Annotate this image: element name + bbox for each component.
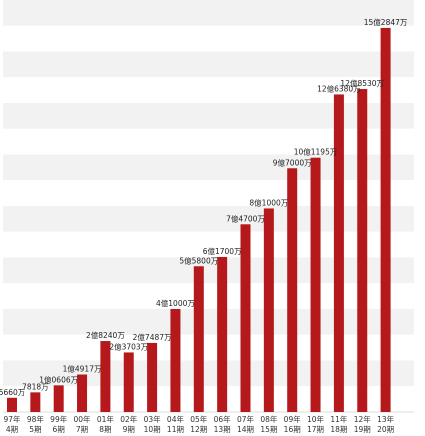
x-tick-labels: 97年4期98年5期99年6期00年7期01年8期02年9期03年10期04年1…	[3, 414, 394, 434]
bar	[357, 89, 368, 413]
bar	[147, 342, 158, 412]
x-tick-label: 7期	[76, 425, 88, 434]
x-tick-label: 8期	[99, 425, 111, 434]
x-tick-label: 98年	[27, 414, 45, 424]
x-tick-label: 19期	[354, 425, 371, 434]
grid-band	[3, 103, 414, 129]
bar	[380, 27, 391, 413]
grid-band	[3, 206, 414, 232]
data-label: 7818万	[22, 382, 49, 391]
x-tick-label: 15期	[260, 425, 277, 434]
bar	[310, 157, 321, 412]
data-label: 5660万	[0, 388, 26, 397]
x-tick-label: 16期	[284, 425, 301, 434]
grid-band	[3, 25, 414, 52]
data-label: 1億0606万	[39, 374, 78, 384]
grid-band	[3, 154, 414, 181]
grid-band	[3, 0, 414, 26]
data-label: 12億8530万	[340, 78, 384, 88]
x-tick-label: 11年	[330, 414, 348, 424]
bar	[263, 208, 274, 412]
x-tick-label: 99年	[50, 414, 68, 424]
bar	[333, 94, 344, 412]
grid-bands	[3, 0, 414, 413]
grid-band	[3, 77, 414, 103]
data-label: 9億7000万	[273, 157, 312, 167]
x-tick-label: 17期	[307, 425, 324, 434]
x-tick-label: 6期	[53, 425, 65, 434]
x-tick-label: 07年	[237, 414, 255, 424]
x-tick-label: 10期	[144, 425, 161, 434]
x-tick-label: 06年	[214, 414, 232, 424]
data-label: 12億6380万	[317, 83, 361, 93]
bar	[240, 224, 251, 412]
x-tick-label: 20期	[377, 425, 394, 434]
data-label: 7億4700万	[226, 213, 265, 223]
x-tick-label: 09年	[284, 414, 302, 424]
bar	[53, 385, 64, 412]
x-tick-label: 9期	[123, 425, 135, 434]
grid-band	[3, 309, 414, 335]
bar	[217, 256, 228, 412]
grid-band	[3, 283, 414, 309]
x-tick-label: 14期	[237, 425, 254, 434]
data-label: 4億1000万	[156, 298, 195, 308]
x-tick-label: 00年	[74, 414, 92, 424]
bar	[7, 397, 17, 412]
bar	[287, 168, 298, 412]
x-tick-label: 97年	[3, 414, 21, 424]
x-tick-label: 10年	[307, 414, 325, 424]
x-tick-label: 04年	[167, 414, 185, 424]
bar	[100, 341, 111, 412]
bar	[77, 374, 88, 412]
x-tick-label: 03年	[144, 414, 162, 424]
grid-band	[3, 128, 414, 155]
grid-band	[3, 386, 414, 412]
grid-band	[3, 231, 414, 258]
x-tick-label: 18期	[330, 425, 347, 434]
grid-band	[3, 334, 414, 361]
data-label: 5億5800万	[179, 255, 218, 265]
data-label: 2億8240万	[86, 330, 125, 340]
bars	[7, 27, 391, 413]
data-label: 2億7487万	[133, 332, 172, 342]
data-label: 10億1195万	[294, 147, 338, 157]
x-tick-label: 08年	[260, 414, 278, 424]
bar	[193, 266, 204, 412]
data-label: 2億3703万	[109, 341, 148, 351]
bar	[123, 352, 134, 412]
x-tick-label: 12年	[354, 414, 372, 424]
data-label: 15億2847万	[364, 17, 408, 27]
x-tick-label: 02年	[120, 414, 138, 424]
x-tick-label: 12期	[190, 425, 207, 434]
x-tick-label: 5期	[29, 425, 41, 434]
data-label: 8億1000万	[249, 197, 288, 207]
x-tick-label: 4期	[6, 425, 18, 434]
x-tick-label: 01年	[97, 414, 115, 424]
x-tick-label: 11期	[167, 425, 184, 434]
bar	[30, 392, 41, 412]
grid-band	[3, 257, 414, 284]
bar	[170, 308, 181, 412]
grid-band	[3, 360, 414, 387]
x-tick-label: 05年	[190, 414, 208, 424]
x-tick-label: 13期	[214, 425, 231, 434]
grid-band	[3, 51, 414, 78]
data-label: 1億4917万	[63, 364, 102, 374]
x-tick-label: 13年	[377, 414, 395, 424]
data-label: 6億1700万	[203, 246, 242, 256]
grid-band	[3, 180, 414, 206]
